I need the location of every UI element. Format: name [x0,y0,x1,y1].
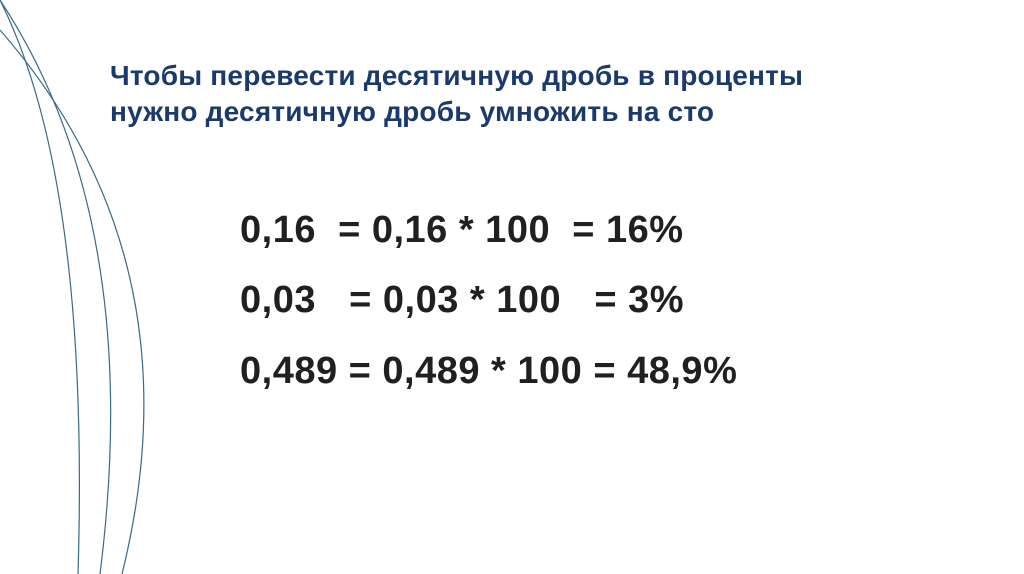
title-line-1: Чтобы перевести десятичную дробь в проце… [110,60,803,91]
title-line-2: нужно десятичную дробь умножить на сто [110,96,714,127]
equations-block: 0,16 = 0,16 * 100 = 16% 0,03 = 0,03 * 10… [240,195,737,406]
deco-line-1 [0,0,79,574]
equation-row: 0,03 = 0,03 * 100 = 3% [240,265,737,335]
equation-row: 0,489 = 0,489 * 100 = 48,9% [240,336,737,406]
deco-line-2 [0,0,111,574]
equation-row: 0,16 = 0,16 * 100 = 16% [240,195,737,265]
slide-title: Чтобы перевести десятичную дробь в проце… [110,58,930,130]
